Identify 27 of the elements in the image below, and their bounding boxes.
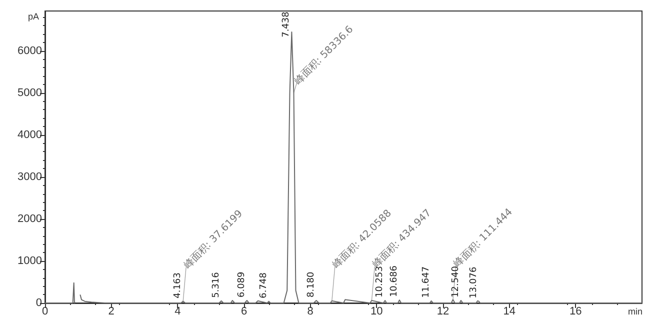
x-tick-label: 10 [370,306,383,318]
annotation: 13.076 [468,266,479,298]
annotation: 11.647 [421,266,432,298]
annotation: 12.540 [450,266,461,298]
annotation: 8.180 [306,271,316,298]
annotation: 6.089 [236,271,247,298]
annotation: 7.438 [282,11,292,38]
annotation: 6.748 [258,272,269,298]
y-tick-label: 2000 [18,212,42,225]
y-tick-label: 6000 [18,44,42,57]
x-tick-label: 12 [436,306,450,318]
annotation: 5.316 [211,272,222,298]
annotation: 10.686 [389,265,400,298]
annotation: 4.163 [173,272,184,298]
y-tick-label: 1000 [18,254,42,267]
y-tick-label: 4000 [18,128,42,141]
x-tick-label: 2 [108,306,114,318]
x-tick-label: 16 [570,306,582,318]
x-tick-label: 6 [240,306,248,318]
x-axis-title: min [628,306,643,316]
x-tick-label: 4 [174,306,181,318]
y-tick-label: 5000 [18,86,42,99]
x-tick-label: 8 [307,306,314,318]
x-tick-label: 14 [503,306,516,318]
y-axis-title: pA [28,12,39,22]
y-tick-label: 3000 [18,170,42,183]
annotation: 10.253 [375,266,386,298]
